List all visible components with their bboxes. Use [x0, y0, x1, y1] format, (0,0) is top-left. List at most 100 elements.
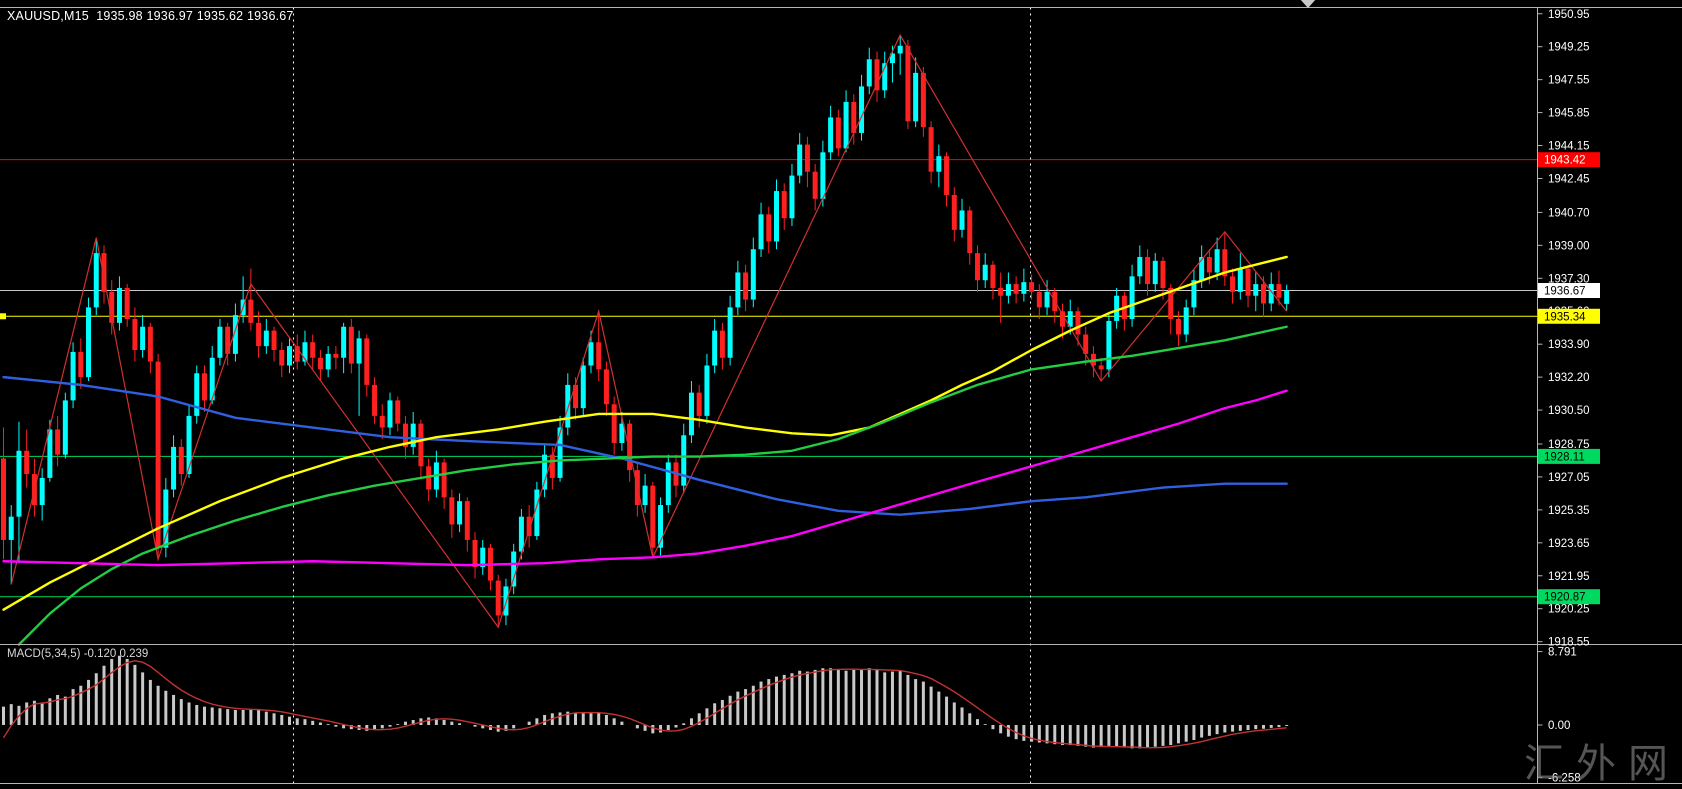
price-axis-label: 1944.15	[1548, 141, 1590, 153]
candle-body	[395, 400, 401, 424]
candle-body	[1284, 290, 1290, 304]
candle-body	[155, 361, 161, 548]
candle-body	[101, 253, 107, 292]
candle-body	[364, 338, 370, 385]
candle-body	[1044, 291, 1050, 308]
candle-body	[688, 392, 694, 436]
price-tag	[1538, 152, 1600, 168]
candle-body	[426, 466, 432, 490]
candle-body	[171, 446, 177, 490]
candle-body	[70, 351, 76, 401]
candle-body	[109, 291, 115, 323]
candle-body	[217, 326, 223, 358]
price-tag-label: 1920.87	[1544, 592, 1586, 604]
candle-body	[1029, 282, 1035, 292]
candle-body	[341, 326, 347, 358]
candle-body	[16, 450, 22, 517]
candle-body	[1245, 268, 1251, 296]
price-axis-label: 1928.75	[1548, 439, 1590, 451]
macd-value-signal: 0.239	[119, 648, 149, 660]
price-axis-label: 1939.00	[1548, 240, 1590, 252]
candle-body	[920, 72, 926, 128]
candle-body	[464, 501, 470, 540]
candle-body	[534, 489, 540, 537]
candle-body	[874, 59, 880, 91]
price-tag	[1538, 448, 1600, 464]
macd-signal-line	[2, 660, 1287, 749]
ma-green-line	[17, 325, 1288, 646]
candle-body	[1060, 311, 1066, 327]
candle-body	[410, 423, 416, 447]
candle-body	[951, 194, 957, 230]
candle-body	[1114, 295, 1120, 321]
candle-body	[232, 315, 238, 354]
candle-body	[843, 101, 849, 149]
candle-body	[859, 86, 865, 133]
candle-body	[1129, 276, 1135, 319]
candle-body	[889, 53, 895, 64]
price-tag	[1538, 589, 1600, 605]
price-axis-label: 1927.05	[1548, 472, 1590, 484]
price-axis-label: 1923.65	[1548, 538, 1590, 550]
candle-body	[263, 330, 269, 347]
candle-body	[379, 415, 385, 428]
price-axis-label: 1932.20	[1548, 372, 1590, 384]
candle-body	[1075, 311, 1081, 335]
candle-body	[1222, 249, 1228, 277]
candle-body	[905, 45, 911, 122]
candle-body	[588, 342, 594, 366]
candle-body	[719, 330, 725, 358]
candle-body	[271, 330, 277, 350]
candle-body	[835, 117, 841, 149]
candle-body	[310, 342, 316, 358]
candle-body	[797, 144, 803, 176]
candle-body	[402, 423, 408, 447]
price-tag	[1538, 308, 1600, 324]
candle-body	[55, 429, 61, 455]
candle-body	[1067, 311, 1073, 327]
candle-body	[1036, 291, 1042, 308]
price-axis-label: 1949.25	[1548, 42, 1590, 54]
zigzag-line	[10, 33, 1288, 629]
candle-body	[472, 539, 478, 568]
candle-body	[526, 516, 532, 537]
candle-body	[201, 373, 207, 401]
macd-axis-label: -6.258	[1548, 772, 1581, 784]
candle-body	[774, 191, 779, 242]
candle-body	[743, 272, 749, 300]
candle-body	[317, 357, 323, 370]
candle-body	[1098, 365, 1104, 370]
candle-body	[8, 516, 14, 540]
candle-body	[248, 299, 254, 323]
candle-body	[712, 330, 718, 366]
candle-body	[781, 191, 787, 219]
candle-body	[1083, 334, 1089, 354]
candle-body	[658, 505, 664, 548]
candle-body	[766, 214, 772, 242]
candle-body	[1160, 260, 1166, 288]
order-level-marker	[0, 313, 6, 320]
candle-body	[518, 516, 524, 552]
candle-body	[78, 351, 84, 378]
candle-body	[356, 338, 362, 364]
candle-body	[557, 427, 563, 478]
candle-body	[542, 454, 548, 490]
candle-body	[1021, 282, 1027, 294]
price-axis-label: 1921.95	[1548, 571, 1590, 583]
candle-body	[1013, 284, 1019, 294]
candle-body	[86, 307, 92, 378]
candle-body	[24, 450, 30, 475]
price-tag-label: 1935.34	[1544, 311, 1586, 323]
candle-body	[116, 287, 122, 323]
candle-body	[372, 384, 378, 416]
candle-body	[820, 152, 826, 199]
price-axis-label: 1918.55	[1548, 637, 1590, 649]
candle-body	[851, 101, 857, 133]
candle-body	[1005, 284, 1011, 296]
price-axis-label: 1940.70	[1548, 207, 1590, 219]
candle-body	[789, 175, 795, 219]
chart-shift-marker-icon[interactable]	[1299, 0, 1317, 8]
